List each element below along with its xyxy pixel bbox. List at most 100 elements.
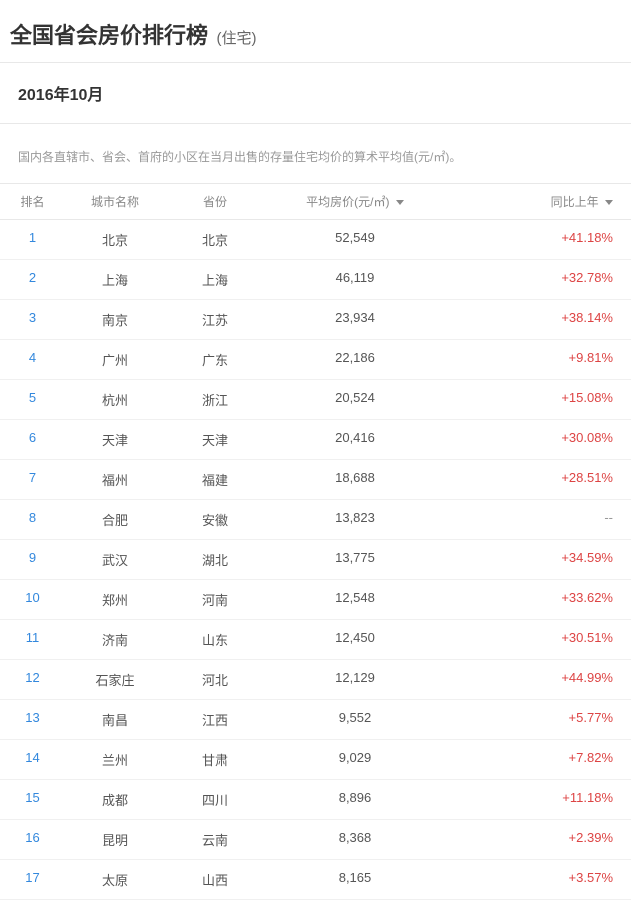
cell-change: +3.57% bbox=[445, 860, 631, 899]
cell-rank[interactable]: 3 bbox=[0, 300, 65, 339]
cell-price: 8,165 bbox=[265, 860, 445, 899]
cell-city[interactable]: 合肥 bbox=[65, 500, 165, 539]
table-row: 4广州广东22,186+9.81% bbox=[0, 340, 631, 380]
cell-province: 山东 bbox=[165, 620, 265, 659]
cell-price: 13,823 bbox=[265, 500, 445, 539]
table-row: 3南京江苏23,934+38.14% bbox=[0, 300, 631, 340]
col-header-city[interactable]: 城市名称 bbox=[65, 184, 165, 219]
cell-city[interactable]: 天津 bbox=[65, 420, 165, 459]
col-header-rank[interactable]: 排名 bbox=[0, 184, 65, 219]
cell-province: 四川 bbox=[165, 780, 265, 819]
table-row: 16昆明云南8,368+2.39% bbox=[0, 820, 631, 860]
cell-province: 河北 bbox=[165, 660, 265, 699]
cell-price: 9,552 bbox=[265, 700, 445, 739]
cell-change: +38.14% bbox=[445, 300, 631, 339]
cell-city[interactable]: 广州 bbox=[65, 340, 165, 379]
cell-change: -- bbox=[445, 500, 631, 539]
date-text: 2016年10月 bbox=[18, 87, 103, 104]
cell-rank[interactable]: 17 bbox=[0, 860, 65, 899]
cell-city[interactable]: 北京 bbox=[65, 220, 165, 259]
cell-rank[interactable]: 10 bbox=[0, 580, 65, 619]
cell-rank[interactable]: 5 bbox=[0, 380, 65, 419]
col-header-rank-label: 排名 bbox=[20, 195, 44, 209]
cell-change: +41.18% bbox=[445, 220, 631, 259]
date-bar: 2016年10月 bbox=[0, 63, 631, 124]
table-row: 10郑州河南12,548+33.62% bbox=[0, 580, 631, 620]
page-title: 全国省会房价排行榜 bbox=[10, 23, 208, 48]
cell-province: 甘肃 bbox=[165, 740, 265, 779]
table-row: 1北京北京52,549+41.18% bbox=[0, 220, 631, 260]
table-row: 7福州福建18,688+28.51% bbox=[0, 460, 631, 500]
cell-rank[interactable]: 7 bbox=[0, 460, 65, 499]
sort-desc-icon bbox=[396, 200, 404, 205]
cell-city[interactable]: 南昌 bbox=[65, 700, 165, 739]
cell-price: 52,549 bbox=[265, 220, 445, 259]
cell-change: +44.99% bbox=[445, 660, 631, 699]
cell-city[interactable]: 石家庄 bbox=[65, 660, 165, 699]
cell-price: 46,119 bbox=[265, 260, 445, 299]
sort-desc-icon bbox=[605, 200, 613, 205]
table-header-row: 排名 城市名称 省份 平均房价(元/㎡) 同比上年 bbox=[0, 183, 631, 220]
cell-rank[interactable]: 16 bbox=[0, 820, 65, 859]
cell-rank[interactable]: 14 bbox=[0, 740, 65, 779]
cell-rank[interactable]: 2 bbox=[0, 260, 65, 299]
cell-change: +30.51% bbox=[445, 620, 631, 659]
cell-city[interactable]: 成都 bbox=[65, 780, 165, 819]
cell-city[interactable]: 郑州 bbox=[65, 580, 165, 619]
page-header: 全国省会房价排行榜 (住宅) bbox=[0, 0, 631, 63]
table-row: 11济南山东12,450+30.51% bbox=[0, 620, 631, 660]
cell-rank[interactable]: 11 bbox=[0, 620, 65, 659]
cell-rank[interactable]: 12 bbox=[0, 660, 65, 699]
cell-province: 山西 bbox=[165, 860, 265, 899]
cell-province: 安徽 bbox=[165, 500, 265, 539]
table-row: 6天津天津20,416+30.08% bbox=[0, 420, 631, 460]
col-header-change-label: 同比上年 bbox=[551, 195, 599, 209]
cell-rank[interactable]: 4 bbox=[0, 340, 65, 379]
cell-city[interactable]: 上海 bbox=[65, 260, 165, 299]
cell-change: +30.08% bbox=[445, 420, 631, 459]
cell-price: 9,029 bbox=[265, 740, 445, 779]
cell-price: 8,368 bbox=[265, 820, 445, 859]
cell-change: +34.59% bbox=[445, 540, 631, 579]
cell-change: +28.51% bbox=[445, 460, 631, 499]
cell-city[interactable]: 福州 bbox=[65, 460, 165, 499]
cell-province: 广东 bbox=[165, 340, 265, 379]
cell-price: 13,775 bbox=[265, 540, 445, 579]
cell-change: +15.08% bbox=[445, 380, 631, 419]
cell-province: 河南 bbox=[165, 580, 265, 619]
cell-city[interactable]: 兰州 bbox=[65, 740, 165, 779]
cell-city[interactable]: 杭州 bbox=[65, 380, 165, 419]
cell-city[interactable]: 昆明 bbox=[65, 820, 165, 859]
cell-rank[interactable]: 9 bbox=[0, 540, 65, 579]
cell-change: +33.62% bbox=[445, 580, 631, 619]
cell-rank[interactable]: 8 bbox=[0, 500, 65, 539]
col-header-price-label: 平均房价(元/㎡) bbox=[306, 195, 389, 209]
cell-city[interactable]: 武汉 bbox=[65, 540, 165, 579]
col-header-city-label: 城市名称 bbox=[91, 195, 139, 209]
cell-price: 12,548 bbox=[265, 580, 445, 619]
cell-change: +9.81% bbox=[445, 340, 631, 379]
col-header-price[interactable]: 平均房价(元/㎡) bbox=[265, 184, 445, 219]
cell-province: 江西 bbox=[165, 700, 265, 739]
cell-price: 23,934 bbox=[265, 300, 445, 339]
cell-city[interactable]: 太原 bbox=[65, 860, 165, 899]
cell-province: 福建 bbox=[165, 460, 265, 499]
cell-province: 浙江 bbox=[165, 380, 265, 419]
table-row: 12石家庄河北12,129+44.99% bbox=[0, 660, 631, 700]
cell-province: 天津 bbox=[165, 420, 265, 459]
cell-change: +7.82% bbox=[445, 740, 631, 779]
cell-city[interactable]: 南京 bbox=[65, 300, 165, 339]
cell-province: 北京 bbox=[165, 220, 265, 259]
col-header-province[interactable]: 省份 bbox=[165, 184, 265, 219]
table-row: 13南昌江西9,552+5.77% bbox=[0, 700, 631, 740]
cell-rank[interactable]: 6 bbox=[0, 420, 65, 459]
cell-city[interactable]: 济南 bbox=[65, 620, 165, 659]
cell-change: +11.18% bbox=[445, 780, 631, 819]
cell-price: 18,688 bbox=[265, 460, 445, 499]
col-header-change[interactable]: 同比上年 bbox=[445, 184, 631, 219]
cell-rank[interactable]: 13 bbox=[0, 700, 65, 739]
cell-price: 8,896 bbox=[265, 780, 445, 819]
cell-rank[interactable]: 1 bbox=[0, 220, 65, 259]
cell-rank[interactable]: 15 bbox=[0, 780, 65, 819]
table-row: 5杭州浙江20,524+15.08% bbox=[0, 380, 631, 420]
